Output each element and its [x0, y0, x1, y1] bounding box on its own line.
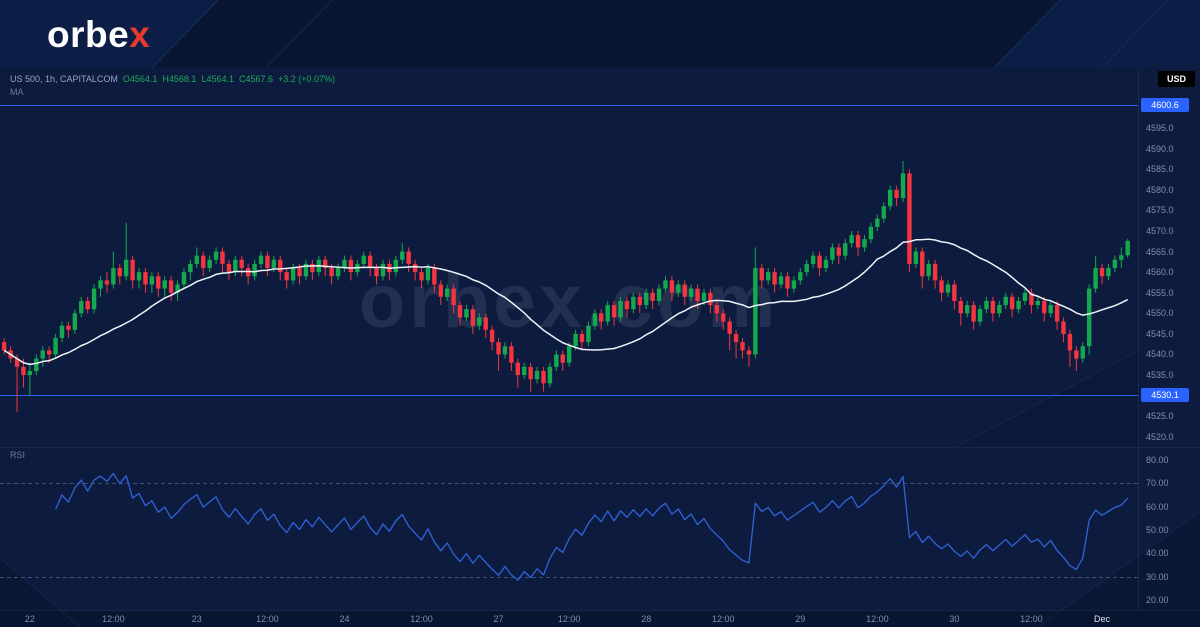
time-tick-label: 12:00 — [256, 614, 279, 624]
symbol-title[interactable]: US 500, 1h, CAPITALCOM — [10, 74, 118, 84]
price-tick-label: 4545.0 — [1146, 328, 1174, 339]
price-change: +3.2 (+0.07%) — [278, 74, 336, 84]
rsi-tick-label: 50.00 — [1146, 524, 1169, 535]
time-tick-label: 27 — [493, 614, 504, 624]
orbex-logo: orbex — [47, 14, 150, 56]
rsi-indicator-label[interactable]: RSI — [10, 450, 26, 460]
time-tick-label: 12:00 — [1020, 614, 1043, 624]
time-tick-label: 12:00 — [711, 614, 735, 624]
time-tick-label: 12:00 — [866, 614, 889, 624]
price-axis[interactable]: 4595.0 4590.0 4585.0 4580.0 4575.0 4570.0 4565… — [1140, 70, 1200, 615]
price-tick-label: 4565.0 — [1146, 246, 1174, 257]
time-tick-label: 22 — [24, 614, 35, 624]
rsi-tick-label: 20.00 — [1146, 594, 1169, 605]
time-tick-label: 30 — [949, 614, 960, 624]
time-tick-label: 12:00 — [102, 614, 125, 624]
chart-canvas[interactable] — [0, 70, 1200, 615]
logo-accent-letter: x — [129, 14, 151, 55]
time-tick-label: 28 — [641, 614, 652, 624]
ma-indicator-label[interactable]: MA — [10, 87, 24, 97]
time-axis[interactable]: 22 12:00 23 12:00 24 12:00 27 12:00 28 12:00 29 12:… — [0, 612, 1140, 627]
time-tick-label: 23 — [191, 614, 202, 624]
time-tick-label: 12:00 — [557, 614, 581, 624]
logo-text: orbe — [47, 14, 130, 55]
time-tick-label: Dec — [1094, 614, 1111, 624]
ohlc-close: C4567.6 — [238, 74, 274, 84]
rsi-tick-label: 80.00 — [1146, 455, 1169, 465]
price-tick-label: 4590.0 — [1146, 143, 1174, 154]
rsi-tick-label: 30.00 — [1146, 571, 1169, 582]
rsi-tick-label: 70.00 — [1146, 478, 1169, 489]
price-tick-label: 4585.0 — [1146, 164, 1174, 175]
ohlc-low: L4564.1 — [201, 74, 234, 84]
price-tick-label: 4580.0 — [1146, 184, 1174, 195]
ohlc-open: O4564.1 — [122, 74, 158, 84]
time-tick-label: 12:00 — [410, 614, 433, 624]
price-level-badge: 4530.1 — [1141, 388, 1189, 403]
time-tick-label: 24 — [339, 614, 350, 624]
price-tick-label: 4520.0 — [1146, 431, 1174, 442]
price-tick-label: 4550.0 — [1146, 308, 1174, 319]
ohlc-high: H4568.1 — [162, 74, 197, 84]
price-tick-label: 4535.0 — [1146, 370, 1174, 381]
price-tick-label: 4525.0 — [1146, 411, 1174, 422]
price-tick-label: 4540.0 — [1146, 349, 1174, 360]
price-tick-label: 4560.0 — [1146, 267, 1174, 278]
price-level-badge: 4600.6 — [1141, 97, 1189, 112]
price-tick-label: 4575.0 — [1146, 205, 1174, 216]
time-tick-label: 29 — [795, 614, 806, 624]
price-tick-label: 4570.0 — [1146, 225, 1174, 236]
symbol-header: US 500, 1h, CAPITALCOM O4564.1 H4568.1 L… — [10, 74, 335, 84]
currency-toggle-button[interactable]: USD — [1157, 71, 1195, 87]
price-tick-label: 4595.0 — [1146, 123, 1174, 133]
rsi-tick-label: 40.00 — [1146, 548, 1169, 559]
rsi-tick-label: 60.00 — [1146, 501, 1169, 512]
price-tick-label: 4555.0 — [1146, 287, 1174, 298]
